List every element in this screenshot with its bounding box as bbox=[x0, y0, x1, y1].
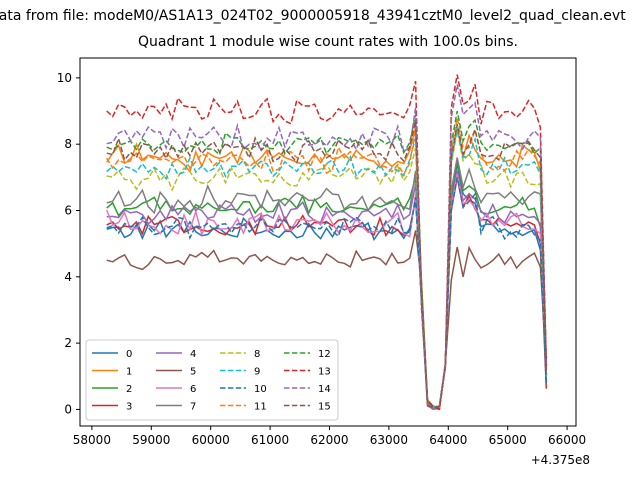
legend-label-2: 2 bbox=[126, 384, 132, 395]
y-axis-ticks: 0 2 4 6 8 10 bbox=[57, 71, 80, 416]
x-tick-label: 64000 bbox=[429, 433, 467, 447]
series-line-2 bbox=[106, 160, 548, 410]
legend-label-1: 1 bbox=[126, 367, 132, 378]
legend-label-13: 13 bbox=[318, 367, 331, 378]
series-line-15 bbox=[106, 120, 548, 410]
y-tick-label: 10 bbox=[57, 71, 72, 85]
series-line-6 bbox=[106, 173, 548, 410]
series-line-14 bbox=[106, 84, 548, 411]
x-tick-label: 59000 bbox=[132, 433, 170, 447]
legend-label-8: 8 bbox=[254, 349, 260, 360]
y-tick-label: 0 bbox=[64, 402, 72, 416]
x-tick-label: 62000 bbox=[310, 433, 348, 447]
x-tick-label: 63000 bbox=[370, 433, 408, 447]
plot-frame bbox=[79, 57, 577, 427]
legend-label-0: 0 bbox=[126, 349, 132, 360]
series-line-10 bbox=[106, 177, 548, 411]
x-axis-ticks: 58000 59000 60000 61000 62000 63000 64000 65000… bbox=[73, 426, 586, 447]
x-tick-label: 65000 bbox=[489, 433, 527, 447]
figure-suptitle: Data from file: modeM0/AS1A13_024T02_900… bbox=[0, 8, 626, 24]
legend-box bbox=[85, 339, 339, 421]
series-line-12 bbox=[106, 110, 548, 410]
legend-label-9: 9 bbox=[254, 367, 260, 378]
legend-label-12: 12 bbox=[318, 349, 331, 360]
chart-title: Quadrant 1 module wise count rates with … bbox=[138, 34, 518, 50]
series-lines bbox=[106, 74, 548, 411]
y-tick-label: 4 bbox=[64, 270, 72, 284]
series-line-11 bbox=[106, 117, 548, 410]
x-tick-label: 60000 bbox=[192, 433, 230, 447]
legend-label-6: 6 bbox=[190, 384, 196, 395]
y-tick-label: 8 bbox=[64, 137, 72, 151]
legend-label-10: 10 bbox=[254, 384, 267, 395]
legend-label-15: 15 bbox=[318, 402, 331, 413]
x-tick-label: 61000 bbox=[251, 433, 289, 447]
x-tick-label: 66000 bbox=[548, 433, 586, 447]
legend-label-3: 3 bbox=[126, 402, 132, 413]
x-offset-label: +4.375e8 bbox=[531, 453, 590, 467]
series-line-13 bbox=[106, 74, 548, 411]
legend-label-14: 14 bbox=[318, 384, 331, 395]
series-line-9 bbox=[106, 127, 548, 409]
y-tick-label: 2 bbox=[64, 336, 72, 350]
legend-label-11: 11 bbox=[254, 402, 267, 413]
legend-label-4: 4 bbox=[190, 349, 196, 360]
y-tick-label: 6 bbox=[64, 204, 72, 218]
legend-label-7: 7 bbox=[190, 402, 196, 413]
series-line-7 bbox=[106, 157, 548, 410]
x-tick-label: 58000 bbox=[73, 433, 111, 447]
legend-label-5: 5 bbox=[190, 367, 196, 378]
series-line-5 bbox=[106, 230, 548, 408]
